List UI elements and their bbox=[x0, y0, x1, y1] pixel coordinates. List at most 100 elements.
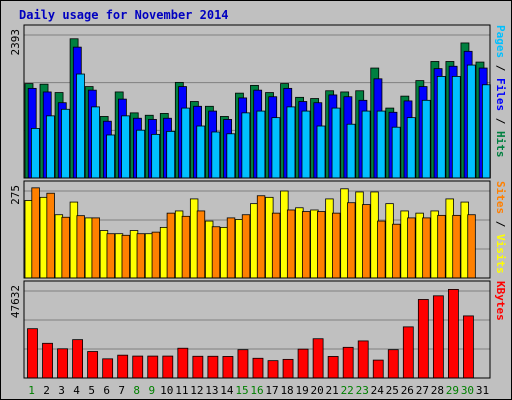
x-tick-label-20: 20 bbox=[311, 384, 324, 397]
bar-kbytes-day-undefined bbox=[117, 354, 129, 379]
bar-sites-day-undefined bbox=[317, 211, 326, 279]
bar-kbytes-day-undefined bbox=[252, 357, 264, 379]
bar-pages-day-19 bbox=[301, 110, 311, 179]
x-tick-label-22: 22 bbox=[341, 384, 354, 397]
bar-kbytes-day-undefined bbox=[417, 299, 429, 379]
bar-kbytes-day-undefined bbox=[237, 349, 249, 379]
bar-pages-day-30 bbox=[466, 64, 476, 179]
legend-part: Files bbox=[494, 78, 507, 111]
bar-pages-day-27 bbox=[421, 99, 431, 179]
x-tick-label-31: 31 bbox=[476, 384, 489, 397]
bar-sites-day-undefined bbox=[301, 211, 311, 279]
panel-1-border bbox=[23, 24, 491, 179]
x-tick-label-14: 14 bbox=[220, 384, 234, 397]
panel-3-max-label: 47632 bbox=[9, 285, 22, 318]
bar-pages-day-11 bbox=[181, 107, 191, 179]
bar-sites-day-undefined bbox=[166, 212, 176, 279]
bar-sites-day-undefined bbox=[46, 192, 55, 279]
x-tick-label-11: 11 bbox=[175, 384, 188, 397]
x-tick-label-23: 23 bbox=[356, 384, 369, 397]
bar-pages-day-1 bbox=[30, 128, 40, 179]
bar-kbytes-day-undefined bbox=[132, 355, 144, 379]
bar-sites-day-undefined bbox=[286, 209, 296, 279]
bar-sites-day-undefined bbox=[211, 226, 221, 279]
x-tick-label-7: 7 bbox=[118, 384, 125, 397]
panel-1-legend-label: Pages / Files / Hits bbox=[494, 25, 507, 158]
bar-pages-day-4 bbox=[76, 73, 85, 179]
x-tick-label-21: 21 bbox=[326, 384, 339, 397]
bar-kbytes-day-undefined bbox=[432, 295, 444, 379]
bar-pages-day-22 bbox=[346, 123, 356, 179]
chart-title: Daily usage for November 2014 bbox=[19, 8, 229, 22]
panel-3-legend-label: KBytes bbox=[494, 281, 507, 321]
bar-kbytes-day-undefined bbox=[372, 359, 384, 379]
bar-kbytes-day-undefined bbox=[42, 342, 53, 379]
bar-sites-day-undefined bbox=[362, 204, 371, 279]
bar-sites-day-undefined bbox=[271, 212, 281, 279]
bar-sites-day-undefined bbox=[241, 214, 251, 279]
x-tick-label-12: 12 bbox=[190, 384, 203, 397]
legend-part: / bbox=[494, 58, 507, 78]
bar-sites-day-undefined bbox=[437, 214, 446, 279]
x-tick-label-27: 27 bbox=[416, 384, 429, 397]
bar-pages-day-21 bbox=[331, 107, 341, 179]
x-tick-label-24: 24 bbox=[371, 384, 385, 397]
bar-pages-day-20 bbox=[316, 125, 326, 179]
legend-part: Visits bbox=[494, 234, 507, 274]
bar-sites-day-undefined bbox=[256, 195, 266, 279]
bar-kbytes-day-undefined bbox=[162, 355, 174, 379]
bar-sites-day-undefined bbox=[91, 217, 100, 279]
bar-kbytes-day-undefined bbox=[463, 315, 474, 379]
bar-kbytes-day-undefined bbox=[192, 355, 204, 379]
bar-kbytes-day-undefined bbox=[57, 348, 68, 379]
x-tick-label-10: 10 bbox=[160, 384, 173, 397]
legend-part: Sites bbox=[494, 181, 507, 214]
bar-pages-day-31 bbox=[481, 84, 491, 179]
bar-kbytes-day-undefined bbox=[177, 347, 189, 379]
x-tick-label-28: 28 bbox=[431, 384, 444, 397]
bar-pages-day-18 bbox=[286, 106, 296, 179]
legend-part: KBytes bbox=[494, 281, 507, 321]
bar-kbytes-day-undefined bbox=[267, 360, 279, 379]
bar-kbytes-day-undefined bbox=[87, 351, 99, 379]
bar-pages-day-25 bbox=[391, 126, 401, 179]
bar-kbytes-day-undefined bbox=[207, 355, 219, 379]
x-tick-label-19: 19 bbox=[295, 384, 308, 397]
bar-sites-day-undefined bbox=[467, 214, 476, 279]
bar-sites-day-undefined bbox=[151, 231, 161, 279]
bar-pages-day-7 bbox=[121, 115, 130, 179]
x-tick-label-29: 29 bbox=[446, 384, 459, 397]
bar-pages-day-6 bbox=[106, 134, 115, 179]
bar-pages-day-15 bbox=[241, 112, 251, 179]
bar-sites-day-undefined bbox=[196, 210, 206, 279]
bar-pages-day-28 bbox=[436, 76, 446, 179]
bar-sites-day-undefined bbox=[121, 234, 130, 279]
bar-pages-day-24 bbox=[376, 110, 386, 179]
legend-part: / bbox=[494, 111, 507, 131]
bar-pages-day-3 bbox=[61, 108, 70, 179]
bar-pages-day-14 bbox=[226, 133, 236, 179]
x-tick-label-4: 4 bbox=[73, 384, 80, 397]
x-tick-label-16: 16 bbox=[250, 384, 263, 397]
bar-sites-day-undefined bbox=[377, 220, 386, 279]
bar-kbytes-day-undefined bbox=[222, 356, 234, 379]
bar-kbytes-day-undefined bbox=[342, 346, 354, 379]
bar-kbytes-day-undefined bbox=[27, 328, 38, 379]
x-tick-label-8: 8 bbox=[133, 384, 140, 397]
bar-sites-day-undefined bbox=[347, 202, 356, 279]
bar-pages-day-2 bbox=[46, 115, 55, 179]
x-tick-label-1: 1 bbox=[28, 384, 35, 397]
bar-sites-day-undefined bbox=[226, 217, 236, 279]
bar-sites-day-undefined bbox=[31, 187, 40, 279]
bar-kbytes-day-undefined bbox=[327, 356, 339, 379]
x-tick-label-26: 26 bbox=[401, 384, 414, 397]
bar-sites-day-undefined bbox=[392, 223, 401, 279]
bar-sites-day-undefined bbox=[106, 233, 115, 279]
bar-kbytes-day-undefined bbox=[387, 349, 399, 379]
bar-pages-day-29 bbox=[451, 76, 461, 179]
x-tick-label-2: 2 bbox=[43, 384, 50, 397]
legend-part: Hits bbox=[494, 131, 507, 158]
x-tick-label-6: 6 bbox=[103, 384, 110, 397]
bar-pages-day-13 bbox=[211, 131, 221, 179]
